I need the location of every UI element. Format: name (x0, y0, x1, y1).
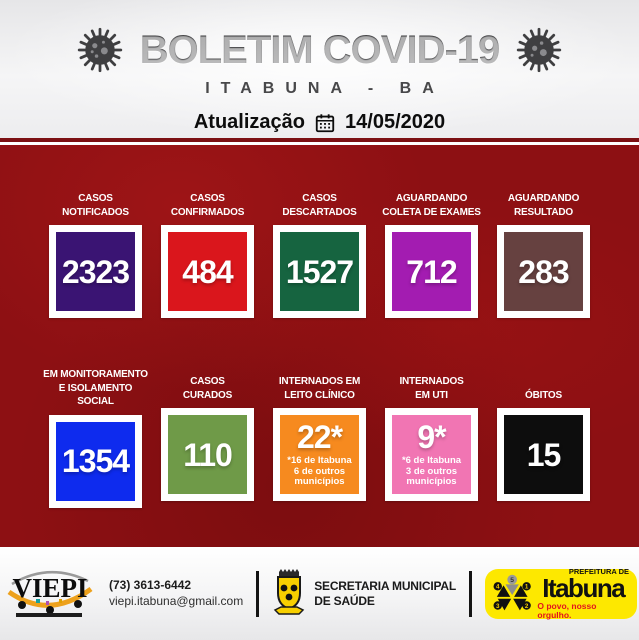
svg-text:2: 2 (525, 602, 529, 609)
stat-label: EM MONITORAMENTO E ISOLAMENTO SOCIAL (43, 369, 148, 407)
viepi-contact: (73) 3613-6442 viepi.itabuna@gmail.com (109, 578, 243, 609)
prefeitura-itabuna-logo: 5 4 1 3 2 PREFEITURA DE Itabuna O povo, … (485, 568, 638, 620)
stat-card-monitoramento: EM MONITORAMENTO E ISOLAMENTO SOCIAL 135… (40, 368, 152, 508)
stat-label: CASOS CURADOS (182, 376, 233, 401)
stat-card-casos-notificados: CASOS NOTIFICADOS 2323 (40, 185, 152, 318)
secretaria-block: SECRETARIA MUNICIPAL DE SAÚDE (272, 568, 456, 620)
stat-box: 110 (161, 408, 254, 501)
stat-label: INTERNADOS EM UTI (399, 376, 464, 401)
stat-value: 712 (406, 253, 457, 290)
prefeitura-text: PREFEITURA DE Itabuna O povo, nosso orgu… (537, 568, 629, 620)
viepi-logo-text: VIEPI (12, 572, 88, 603)
stat-card-aguardando-coleta: AGUARDANDO COLETA DE EXAMES 712 (376, 185, 488, 318)
stat-label: AGUARDANDO RESULTADO (507, 193, 580, 218)
stat-note: *6 de Itabuna 3 de outros municípios (401, 454, 462, 488)
virus-icon (77, 27, 122, 73)
stat-card-uti: INTERNADOS EM UTI 9* *6 de Itabuna 3 de … (376, 368, 488, 508)
stat-value: 484 (182, 253, 233, 290)
stats-row-1: CASOS NOTIFICADOS 2323 CASOS CONFIRMADOS… (0, 185, 639, 318)
stat-value: 15 (526, 436, 562, 473)
stat-label: CASOS DESCARTADOS (282, 193, 357, 218)
secretaria-name: SECRETARIA MUNICIPAL DE SAÚDE (314, 578, 457, 608)
prefeitura-triangles-icon: 5 4 1 3 2 (493, 574, 531, 610)
stat-label: ÓBITOS (525, 389, 562, 401)
stat-label: CASOS NOTIFICADOS (62, 193, 129, 218)
stat-value: 2323 (61, 253, 130, 290)
header: BOLETIM COVID-19 ITABUNA - (0, 0, 639, 138)
stats-area: CASOS NOTIFICADOS 2323 CASOS CONFIRMADOS… (0, 145, 639, 547)
viepi-caption-bar (15, 612, 82, 617)
footer-divider (469, 570, 473, 617)
stat-box: 283 (497, 225, 590, 318)
stat-value: 22* (296, 418, 343, 455)
stat-card-casos-curados: CASOS CURADOS 110 (152, 368, 264, 508)
prefeitura-name: Itabuna (542, 573, 625, 604)
svg-text:1: 1 (525, 583, 529, 590)
page-title: BOLETIM COVID-19 (139, 28, 501, 72)
stat-box: 1354 (49, 414, 142, 508)
stat-card-aguardando-resultado: AGUARDANDO RESULTADO 283 (488, 185, 600, 318)
location-subtitle: ITABUNA - BA (205, 80, 445, 97)
stat-box: 9* *6 de Itabuna 3 de outros municípios (385, 408, 478, 501)
svg-text:4: 4 (496, 583, 500, 590)
stat-box: 2323 (49, 225, 142, 318)
stat-value: 283 (518, 253, 569, 290)
stat-value: 1527 (285, 253, 354, 290)
stat-note: *16 de Itabuna 6 de outros municípios (287, 454, 352, 488)
stat-card-casos-descartados: CASOS DESCARTADOS 1527 (264, 185, 376, 318)
stat-label: CASOS CONFIRMADOS (170, 193, 245, 218)
stat-value: 1354 (61, 443, 130, 479)
stat-card-casos-confirmados: CASOS CONFIRMADOS 484 (152, 185, 264, 318)
stat-label: INTERNADOS EM LEITO CLÍNICO (278, 376, 361, 401)
update-label: Atualização (193, 111, 306, 133)
stat-box: 712 (385, 225, 478, 318)
update-row: Atualização 14/05/2020 (194, 111, 445, 134)
update-date: 14/05/2020 (345, 111, 446, 133)
svg-text:5: 5 (510, 576, 514, 583)
stat-card-obitos: ÓBITOS 15 (488, 368, 600, 508)
divider-stripe-red (0, 138, 639, 142)
divider-stripe-white (0, 142, 639, 145)
prefeitura-label: PREFEITURA DE (568, 566, 630, 576)
footer: VIEPI (73) 3613-6442 viepi.itabuna@gmail… (0, 547, 639, 640)
svg-text:3: 3 (496, 602, 500, 609)
stat-box: 484 (161, 225, 254, 318)
virus-icon (517, 27, 562, 73)
stat-box: 22* *16 de Itabuna 6 de outros município… (273, 408, 366, 501)
stat-box: 1527 (273, 225, 366, 318)
prefeitura-slogan: O povo, nosso orgulho. (537, 601, 597, 620)
footer-divider (256, 570, 260, 617)
itabuna-coat-of-arms-icon (273, 568, 305, 615)
email-address: viepi.itabuna@gmail.com (108, 593, 244, 608)
viepi-swoosh-icon (7, 570, 93, 614)
title-row: BOLETIM COVID-19 (74, 24, 566, 76)
calendar-icon (315, 113, 335, 132)
stat-box: 15 (497, 408, 590, 501)
stat-value: 9* (417, 418, 446, 455)
viepi-logo: VIEPI (2, 568, 96, 620)
stats-row-2: EM MONITORAMENTO E ISOLAMENTO SOCIAL 135… (0, 368, 639, 508)
phone-number: (73) 3613-6442 (108, 577, 192, 592)
stat-value: 110 (183, 436, 233, 473)
stat-label: AGUARDANDO COLETA DE EXAMES (382, 193, 481, 218)
stat-card-leito-clinico: INTERNADOS EM LEITO CLÍNICO 22* *16 de I… (264, 368, 376, 508)
